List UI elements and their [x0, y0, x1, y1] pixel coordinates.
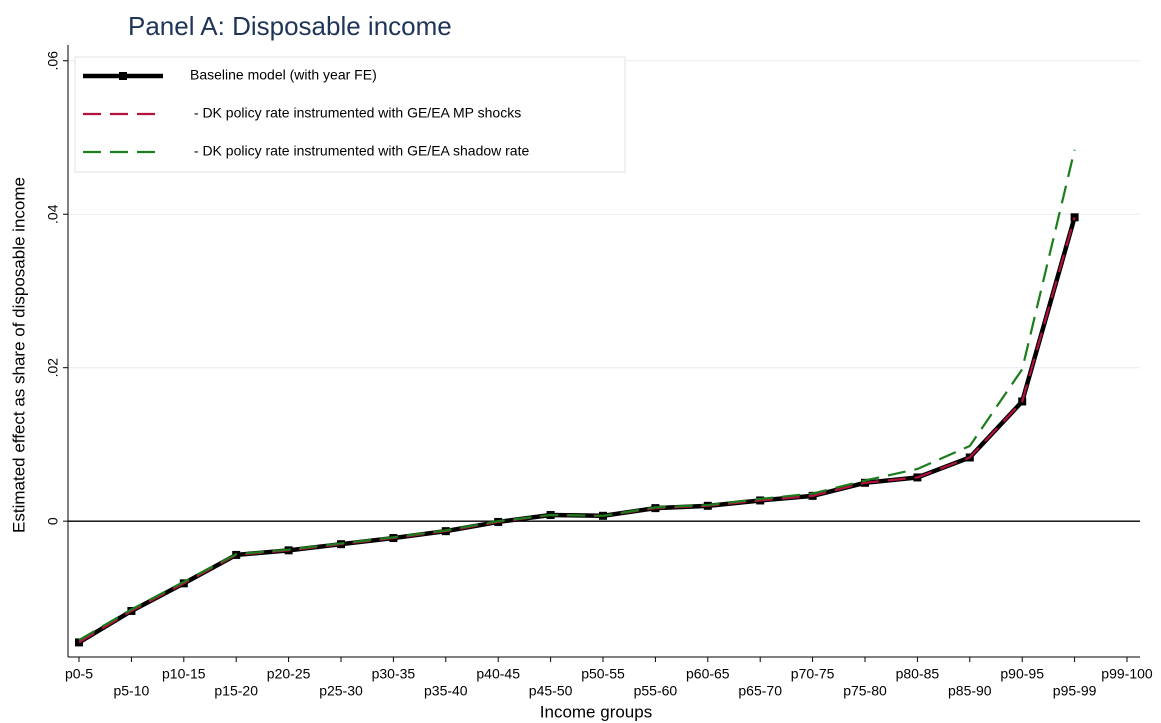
x-tick-label: p20-25 [267, 666, 311, 682]
x-tick-label: p5-10 [113, 683, 149, 699]
y-tick-label: .04 [45, 204, 61, 224]
x-tick-label: p15-20 [214, 683, 258, 699]
x-tick-label: p45-50 [529, 683, 573, 699]
x-tick-label: p70-75 [791, 666, 835, 682]
x-tick-label: p25-30 [319, 683, 363, 699]
series-line [78, 149, 1076, 642]
y-tick-label: 0 [45, 517, 61, 525]
legend-label: - DK policy rate instrumented with GE/EA… [190, 143, 529, 159]
chart-title: Panel A: Disposable income [128, 11, 452, 41]
y-tick-label: .02 [45, 358, 61, 378]
x-tick-label: p65-70 [738, 683, 782, 699]
x-tick-label: p99-100 [1101, 666, 1153, 682]
x-tick-label: p35-40 [424, 683, 468, 699]
x-tick-label: p80-85 [896, 666, 940, 682]
legend-marker [119, 72, 127, 80]
x-tick-label: p55-60 [634, 683, 678, 699]
legend-label: Baseline model (with year FE) [190, 67, 377, 83]
series-line [78, 216, 1076, 644]
legend-label: - DK policy rate instrumented with GE/EA… [190, 105, 521, 121]
y-tick-label: .06 [45, 51, 61, 71]
x-tick-label: p60-65 [686, 666, 730, 682]
x-axis-label: Income groups [540, 702, 652, 721]
x-tick-label: p90-95 [1000, 666, 1044, 682]
x-tick-label: p50-55 [581, 666, 625, 682]
y-axis-label: Estimated effect as share of disposable … [9, 177, 28, 533]
x-tick-label: p95-99 [1053, 683, 1097, 699]
x-tick-label: p40-45 [476, 666, 520, 682]
x-tick-label: p75-80 [843, 683, 887, 699]
x-tick-label: p0-5 [65, 666, 93, 682]
series-line [77, 216, 1077, 645]
x-tick-label: p85-90 [948, 683, 992, 699]
legend-box [74, 56, 626, 173]
x-tick-label: p10-15 [162, 666, 206, 682]
x-tick-label: p30-35 [372, 666, 416, 682]
